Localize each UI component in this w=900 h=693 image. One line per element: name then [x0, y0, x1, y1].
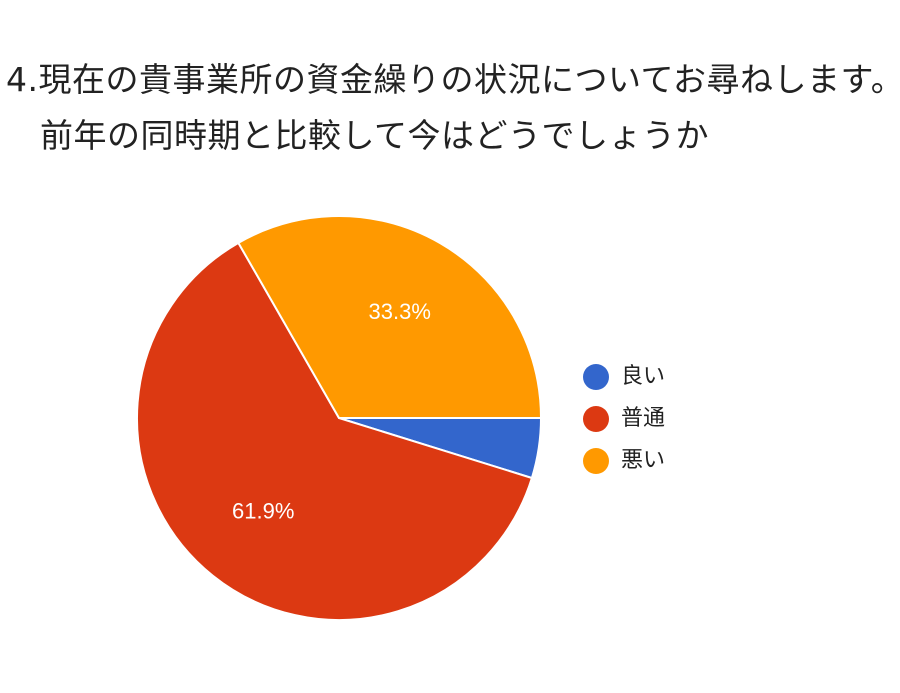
chart-title-line-1: 4.現在の貴事業所の資金繰りの状況についてお尋ねします。 [6, 60, 900, 99]
legend-label-2: 普通 [621, 406, 665, 431]
legend-marker-3 [583, 448, 609, 474]
chart-title: 4.現在の貴事業所の資金繰りの状況についてお尋ねします。 前年の同時期と比較して… [0, 52, 900, 164]
chart-title-line-2: 前年の同時期と比較して今はどうでしょうか [40, 116, 710, 155]
slice-data-label-2: 61.9% [232, 498, 294, 523]
legend-marker-2 [583, 406, 609, 432]
legend-label-3: 悪い [621, 448, 665, 473]
pie-slice-3 [237, 215, 543, 419]
pie-data-labels: 61.9% 33.3% [232, 299, 431, 523]
legend-marker-1 [583, 364, 609, 390]
pie-slice-2 [135, 241, 534, 621]
pie-slices [135, 215, 543, 621]
slice-data-label-3: 33.3% [369, 299, 431, 324]
legend-label-1: 良い [621, 364, 665, 389]
